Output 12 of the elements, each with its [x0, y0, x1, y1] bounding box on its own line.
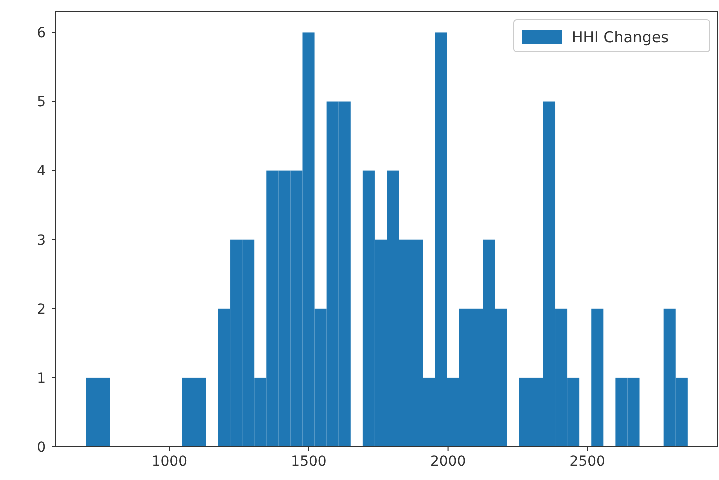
y-tick-label: 6 [37, 26, 46, 42]
x-tick-label: 2500 [570, 454, 606, 470]
x-tick-label: 1500 [291, 454, 327, 470]
y-tick-label: 1 [37, 370, 46, 387]
legend-label: HHI Changes [572, 28, 670, 46]
x-tick-label: 2000 [430, 454, 466, 470]
y-tick-label: 3 [37, 232, 46, 249]
y-tick-label: 0 [37, 440, 46, 456]
y-tick-label: 4 [37, 164, 46, 180]
y-tick-label: 2 [37, 302, 46, 318]
y-tick-label: 5 [37, 94, 46, 111]
x-tick-label: 1000 [152, 454, 188, 470]
